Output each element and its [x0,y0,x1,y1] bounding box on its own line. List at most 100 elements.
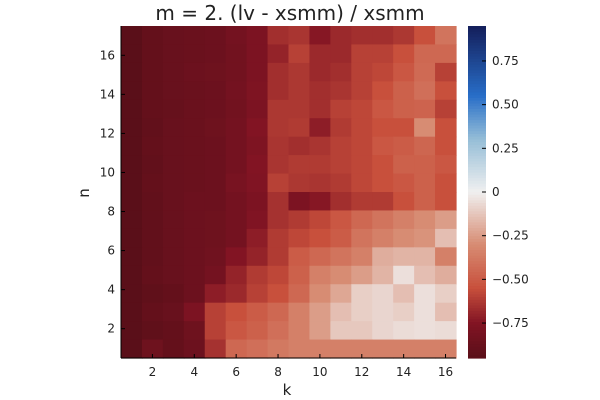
colorbar-segment [468,269,486,273]
heatmap-cell [351,192,373,212]
colorbar-segment [468,161,486,165]
colorbar-segment [468,122,486,127]
heatmap-cell [267,339,290,359]
heatmap-cell [121,118,143,138]
colorbar-segment [468,144,486,149]
heatmap-cell [204,265,227,285]
heatmap-cell [162,284,185,304]
heatmap-cell [309,302,331,322]
heatmap-cell [225,62,248,82]
colorbar-segment [468,48,486,52]
colorbar-segment [468,205,486,210]
heatmap-cell [330,26,352,46]
colorbar-segment [468,286,486,290]
heatmap-cell [121,339,143,359]
x-axis-label: k [283,381,292,399]
colorbar-segment [468,299,486,304]
heatmap-cell [162,81,185,101]
heatmap-cell [393,339,415,359]
heatmap-cell [372,228,394,248]
heatmap-cell [162,210,185,230]
heatmap-cell [204,155,227,175]
heatmap-cell [414,136,436,156]
heatmap-cell [141,155,164,175]
heatmap-cell [225,247,248,267]
heatmap-cell [288,136,311,156]
heatmap-cell [393,155,415,175]
heatmap-cell [267,81,290,101]
colorbar-segment [468,117,486,121]
heatmap-cell [288,81,311,101]
colorbar-segment [468,233,486,237]
heatmap-cell [372,44,394,64]
heatmap-cell [351,62,373,82]
heatmap-cell [309,173,331,193]
heatmap-cell [183,210,206,230]
colorbar-segment [468,200,486,204]
heatmap-cell [309,321,331,341]
heatmap-cell [372,302,394,322]
colorbar-segment [468,266,486,271]
heatmap-cell [330,118,352,138]
y-axis-label: n [75,188,93,198]
heatmap-cell [330,136,352,156]
colorbar-segment [468,128,486,132]
heatmap-cell [351,302,373,322]
colorbar-segment [468,136,486,141]
heatmap-cell [288,247,311,267]
colorbar-segment [468,352,486,356]
heatmap-cell [288,173,311,193]
heatmap-cell [372,118,394,138]
heatmap-cell [435,99,457,119]
colorbar-segment [468,192,486,196]
colorbar-segment [468,297,486,301]
heatmap-cell [393,26,415,46]
heatmap-cell [162,192,185,212]
heatmap-cell [435,26,457,46]
heatmap-cell [288,62,311,82]
colorbar-segment [468,31,486,35]
heatmap-cell [330,44,352,64]
heatmap-cell [183,118,206,138]
heatmap-cell [204,62,227,82]
heatmap-cell [246,228,269,248]
heatmap-cell [267,302,290,322]
heatmap-cell [330,247,352,267]
colorbar-segment [468,64,486,69]
heatmap-cell [183,302,206,322]
colorbar-segment [468,158,486,163]
x-tick-label: 2 [149,365,157,379]
colorbar-segment [468,225,486,229]
heatmap-cell [435,173,457,193]
colorbar-segment [468,125,486,129]
colorbar-segment [468,250,486,254]
heatmap-cell [267,228,290,248]
heatmap-cell [225,210,248,230]
heatmap-cell [330,192,352,212]
colorbar-segment [468,252,486,257]
heatmap-cell [204,210,227,230]
heatmap-cell [121,44,143,64]
heatmap-cell [162,118,185,138]
colorbar-segment [468,244,486,248]
colorbar-segment [468,211,486,215]
colorbar-segment [468,319,486,323]
colorbar-segment [468,335,486,340]
colorbar-segment [468,100,486,105]
heatmap-cell [141,136,164,156]
colorbar-segment [468,103,486,107]
heatmap-cell [393,118,415,138]
heatmap-cell [204,173,227,193]
heatmap-cell [372,339,394,359]
x-tick-label: 12 [354,365,369,379]
heatmap-cell [393,210,415,230]
heatmap-cell [414,284,436,304]
heatmap-cell [372,81,394,101]
colorbar-segment [468,216,486,221]
heatmap-cell [204,339,227,359]
heatmap-cell [330,265,352,285]
heatmap-cell [351,265,373,285]
colorbar-tick-label: 0 [492,185,500,199]
colorbar-segment [468,147,486,152]
